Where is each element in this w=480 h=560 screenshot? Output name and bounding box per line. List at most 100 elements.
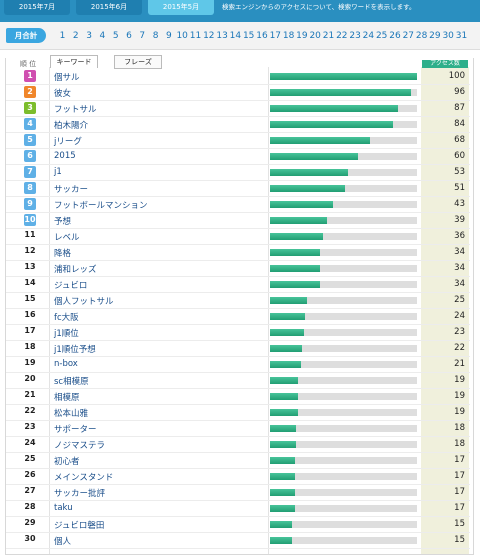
day-link[interactable]: 18 xyxy=(282,31,295,41)
keyword-link[interactable]: 個サル xyxy=(54,73,80,83)
ranking-table xyxy=(5,58,474,555)
day-link[interactable]: 24 xyxy=(362,31,375,41)
access-bar-fill xyxy=(270,393,298,400)
keyword-link[interactable]: 浦和レッズ xyxy=(54,265,97,275)
keyword-link[interactable]: フットボールマンション xyxy=(54,201,148,211)
keyword-link[interactable]: 松本山雅 xyxy=(54,409,89,419)
keyword-link[interactable]: 予想 xyxy=(54,217,72,227)
keyword-link[interactable]: 相模原 xyxy=(54,393,80,403)
day-link[interactable]: 3 xyxy=(86,31,92,41)
access-count-value: 87 xyxy=(454,103,465,113)
access-count-value: 36 xyxy=(454,231,465,241)
day-link[interactable]: 12 xyxy=(203,31,215,41)
keyword-link[interactable]: j1順位 xyxy=(54,329,79,339)
rank-medal-icon: 1 xyxy=(24,70,36,82)
day-link[interactable]: 11 xyxy=(189,31,202,41)
tab-keyword[interactable]: キーワード xyxy=(50,55,98,68)
day-link[interactable]: 20 xyxy=(309,31,321,41)
keyword-link[interactable]: ノジマステラ xyxy=(54,441,106,451)
month-total-pill[interactable]: 月合計 xyxy=(6,28,46,43)
day-link[interactable]: 8 xyxy=(152,31,159,41)
month-tab-2015-05[interactable]: 2015年5月 xyxy=(148,0,214,15)
keyword-link[interactable]: 個人 xyxy=(54,537,72,547)
keyword-link[interactable]: jリーグ xyxy=(54,137,82,147)
keyword-link[interactable]: レベル xyxy=(54,233,80,243)
access-bar-fill xyxy=(270,169,348,176)
access-bar-track xyxy=(270,425,417,432)
keyword-link[interactable]: ジュビロ xyxy=(54,281,88,291)
access-bar-fill xyxy=(270,345,303,352)
access-bar-track xyxy=(270,73,417,80)
keyword-link[interactable]: j1順位予想 xyxy=(54,345,96,355)
rank-number: 14 xyxy=(24,278,36,287)
access-bar-fill xyxy=(270,537,293,544)
keyword-link[interactable]: 個人フットサル xyxy=(54,297,114,307)
day-link[interactable]: 30 xyxy=(442,31,454,41)
table-row: 17 j1順位 23 xyxy=(6,324,470,341)
day-link[interactable]: 26 xyxy=(389,31,401,41)
day-link[interactable]: 14 xyxy=(229,31,242,41)
day-link[interactable]: 9 xyxy=(166,31,172,41)
keyword-link[interactable]: j1 xyxy=(54,167,62,177)
keyword-link[interactable]: フットサル xyxy=(54,105,97,115)
access-count-value: 100 xyxy=(448,71,465,81)
day-link[interactable]: 17 xyxy=(269,31,282,41)
day-link[interactable]: 1 xyxy=(59,31,66,41)
keyword-link[interactable]: 柏木陽介 xyxy=(54,121,89,131)
keyword-link[interactable]: サポーター xyxy=(54,425,97,435)
access-count-value: 68 xyxy=(454,135,465,145)
month-tab-2015-06[interactable]: 2015年6月 xyxy=(76,0,142,15)
day-link[interactable]: 23 xyxy=(349,31,361,41)
table-row: 16 fc大阪 24 xyxy=(6,308,470,325)
day-link[interactable]: 19 xyxy=(296,31,308,41)
tab-phrase[interactable]: フレーズ xyxy=(114,55,162,69)
access-bar-track xyxy=(270,169,417,176)
access-count-value: 34 xyxy=(454,279,465,289)
rank-number: 13 xyxy=(24,262,36,271)
keyword-link[interactable]: 彼女 xyxy=(54,89,72,99)
day-link[interactable]: 29 xyxy=(429,31,441,41)
table-row: 1 個サル 100 xyxy=(6,68,470,85)
rank-number: 21 xyxy=(24,390,36,399)
day-link[interactable]: 13 xyxy=(216,31,228,41)
access-count-value: 19 xyxy=(454,375,465,385)
access-bar-fill xyxy=(270,505,295,512)
day-link[interactable]: 7 xyxy=(139,31,146,41)
keyword-link[interactable]: taku xyxy=(54,503,73,513)
day-link[interactable]: 10 xyxy=(176,31,188,41)
keyword-link[interactable]: 降格 xyxy=(54,249,72,259)
access-bar-fill xyxy=(270,313,306,320)
keyword-link[interactable]: メインスタンド xyxy=(54,473,114,483)
day-link[interactable]: 31 xyxy=(455,31,468,41)
day-link[interactable]: 15 xyxy=(242,31,255,41)
day-link[interactable]: 6 xyxy=(126,31,132,41)
day-link[interactable]: 21 xyxy=(322,31,335,41)
month-tab-2015-07[interactable]: 2015年7月 xyxy=(4,0,70,15)
keyword-link[interactable]: 初心者 xyxy=(54,457,80,467)
day-link[interactable]: 28 xyxy=(415,31,428,41)
access-count-header: アクセス数 xyxy=(422,60,468,68)
day-link[interactable]: 2 xyxy=(72,31,79,41)
day-link[interactable]: 27 xyxy=(402,31,415,41)
day-link[interactable]: 5 xyxy=(112,31,119,41)
keyword-link[interactable]: fc大阪 xyxy=(54,313,79,323)
access-bar-fill xyxy=(270,233,323,240)
table-row: 14 ジュビロ 34 xyxy=(6,276,470,293)
rank-medal-icon: 8 xyxy=(24,182,36,194)
keyword-link[interactable]: n-box xyxy=(54,359,78,369)
access-count-value: 60 xyxy=(454,151,465,161)
keyword-link[interactable]: ジュビロ磐田 xyxy=(54,521,105,531)
keyword-link[interactable]: サッカー批評 xyxy=(54,489,106,499)
access-bar-track xyxy=(270,537,417,544)
keyword-link[interactable]: 2015 xyxy=(54,151,76,161)
keyword-link[interactable]: サッカー xyxy=(54,185,89,195)
day-link[interactable]: 16 xyxy=(256,31,268,41)
access-bar-fill xyxy=(270,137,370,144)
rank-number: 15 xyxy=(24,294,36,303)
keyword-link[interactable]: sc相模原 xyxy=(54,377,89,387)
rank-medal-icon: 9 xyxy=(24,198,36,210)
day-link[interactable]: 22 xyxy=(336,31,348,41)
access-bar-track xyxy=(270,345,417,352)
day-link[interactable]: 25 xyxy=(375,31,388,41)
day-link[interactable]: 4 xyxy=(99,31,106,41)
